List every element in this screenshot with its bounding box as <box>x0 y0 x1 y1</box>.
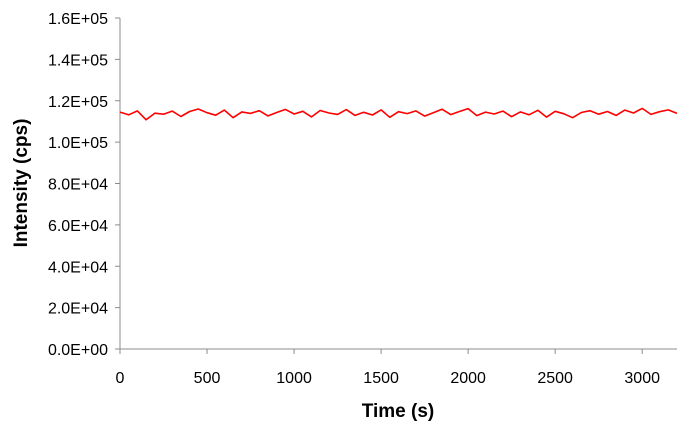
y-tick-label: 1.4E+05 <box>48 52 108 69</box>
x-axis-title: Time (s) <box>362 401 435 421</box>
x-axis-ticks: 0 500 1000 1500 2000 2500 3000 <box>116 349 660 387</box>
y-tick-label: 8.0E+04 <box>48 177 108 194</box>
axes <box>119 18 677 350</box>
x-tick-label: 2000 <box>450 370 486 387</box>
x-tick-label: 1000 <box>276 370 312 387</box>
y-tick-label: 1.0E+05 <box>48 135 108 152</box>
y-axis-title: Intensity (cps) <box>11 119 32 248</box>
series-line-0 <box>119 107 677 121</box>
x-tick-label: 1500 <box>363 370 399 387</box>
y-tick-label: 1.2E+05 <box>48 94 108 111</box>
y-tick-label: 6.0E+04 <box>48 218 108 235</box>
y-tick-label: 0.0E+00 <box>48 342 108 359</box>
x-tick-label: 2500 <box>537 370 573 387</box>
y-axis-ticks: 0.0E+00 2.0E+04 4.0E+04 6.0E+04 8.0E+04 1.0E+… <box>48 11 120 359</box>
series-group <box>119 107 677 121</box>
y-tick-label: 1.6E+05 <box>48 11 108 28</box>
y-tick-label: 2.0E+04 <box>48 301 108 318</box>
x-tick-label: 0 <box>116 370 125 387</box>
y-tick-label: 4.0E+04 <box>48 259 108 276</box>
x-tick-label: 500 <box>194 370 221 387</box>
x-tick-label: 3000 <box>624 370 660 387</box>
